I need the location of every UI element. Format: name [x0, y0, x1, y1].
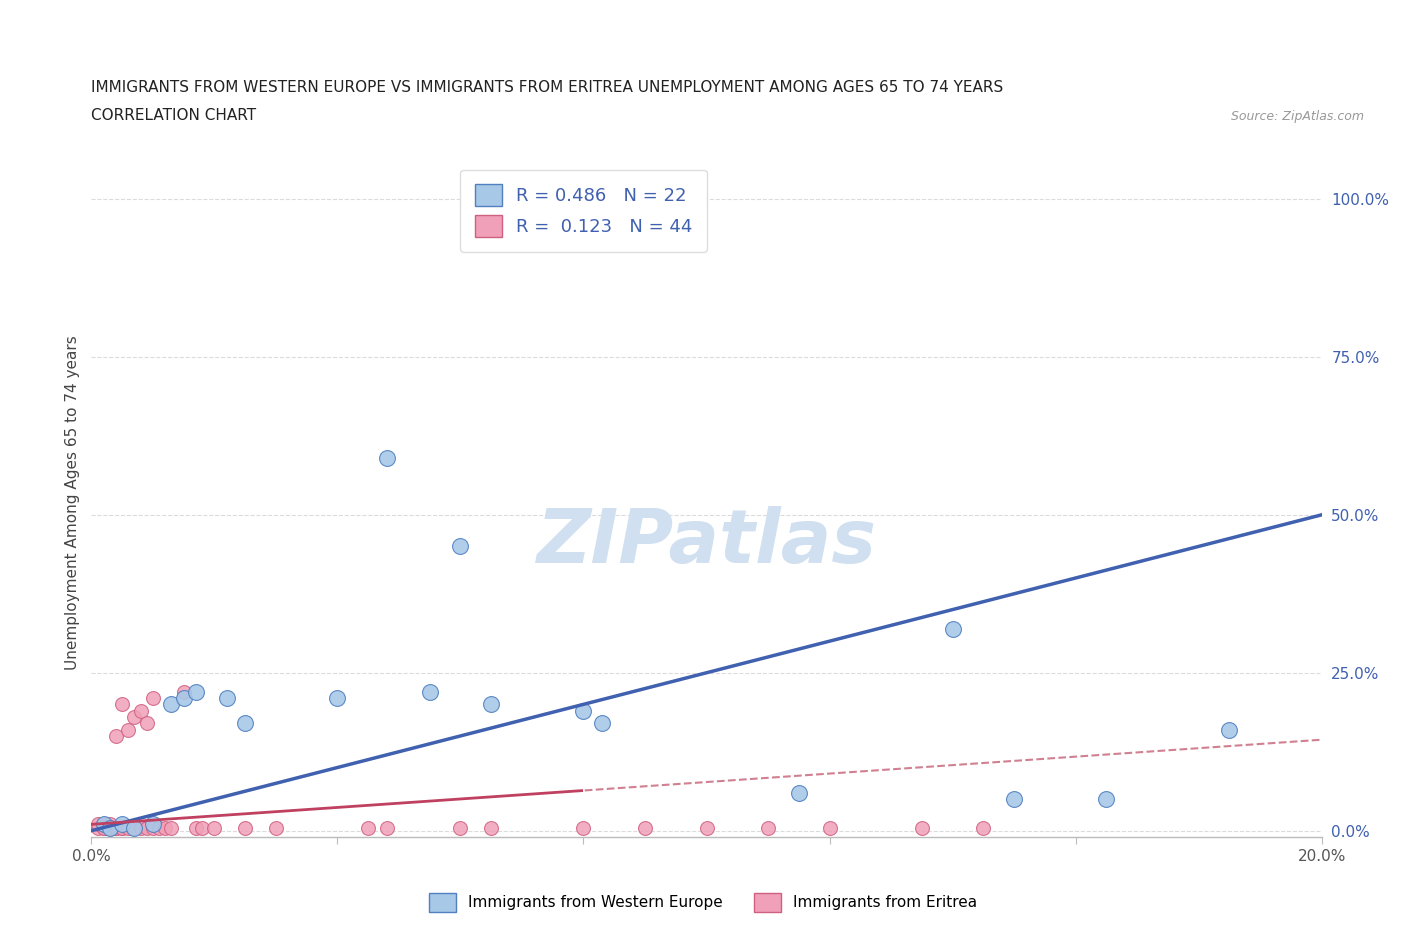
Point [111, 820, 134, 835]
Point [479, 820, 502, 835]
Point [375, 820, 398, 835]
Point [479, 697, 502, 711]
Point [124, 820, 146, 835]
Point [129, 703, 152, 718]
Point [111, 697, 134, 711]
Point [135, 716, 157, 731]
Point [93, 820, 115, 835]
Text: CORRELATION CHART: CORRELATION CHART [91, 108, 256, 123]
Point [233, 716, 256, 731]
Point [111, 820, 134, 835]
Point [449, 820, 471, 835]
Point [129, 820, 152, 835]
Point [202, 820, 225, 835]
Point [117, 723, 139, 737]
Point [591, 716, 613, 731]
Point [449, 539, 471, 554]
Y-axis label: Unemployment Among Ages 65 to 74 years: Unemployment Among Ages 65 to 74 years [65, 335, 80, 670]
Point [233, 820, 256, 835]
Point [1218, 723, 1240, 737]
Point [972, 820, 994, 835]
Text: ZIPatlas: ZIPatlas [537, 506, 876, 578]
Point [634, 820, 657, 835]
Point [756, 820, 779, 835]
Point [98, 820, 121, 835]
Point [375, 450, 398, 465]
Point [326, 691, 349, 706]
Point [98, 820, 121, 835]
Point [124, 820, 146, 835]
Point [942, 621, 965, 636]
Point [98, 820, 121, 835]
Point [184, 684, 207, 699]
Point [142, 820, 165, 835]
Point [93, 817, 115, 831]
Point [160, 697, 183, 711]
Point [191, 820, 214, 835]
Point [142, 691, 165, 706]
Point [86, 820, 108, 835]
Point [1095, 791, 1118, 806]
Point [117, 820, 139, 835]
Point [173, 691, 195, 706]
Point [105, 728, 127, 743]
Point [419, 684, 441, 699]
Point [818, 820, 841, 835]
Point [105, 820, 127, 835]
Point [160, 820, 183, 835]
Point [787, 785, 810, 800]
Point [105, 820, 127, 835]
Text: Source: ZipAtlas.com: Source: ZipAtlas.com [1230, 110, 1364, 123]
Point [264, 820, 287, 835]
Point [1002, 791, 1025, 806]
Point [148, 820, 170, 835]
Point [153, 820, 177, 835]
Point [142, 817, 165, 831]
Point [572, 703, 595, 718]
Point [111, 817, 134, 831]
Legend: Immigrants from Western Europe, Immigrants from Eritrea: Immigrants from Western Europe, Immigran… [422, 887, 984, 918]
Legend: R = 0.486   N = 22, R =  0.123   N = 44: R = 0.486 N = 22, R = 0.123 N = 44 [460, 170, 707, 252]
Point [696, 820, 718, 835]
Point [86, 817, 108, 831]
Point [173, 684, 195, 699]
Point [93, 820, 115, 835]
Text: IMMIGRANTS FROM WESTERN EUROPE VS IMMIGRANTS FROM ERITREA UNEMPLOYMENT AMONG AGE: IMMIGRANTS FROM WESTERN EUROPE VS IMMIGR… [91, 80, 1004, 95]
Point [357, 820, 380, 835]
Point [124, 710, 146, 724]
Point [135, 820, 157, 835]
Point [98, 817, 121, 831]
Point [572, 820, 595, 835]
Point [184, 820, 207, 835]
Point [215, 691, 238, 706]
Point [911, 820, 934, 835]
Point [93, 817, 115, 831]
